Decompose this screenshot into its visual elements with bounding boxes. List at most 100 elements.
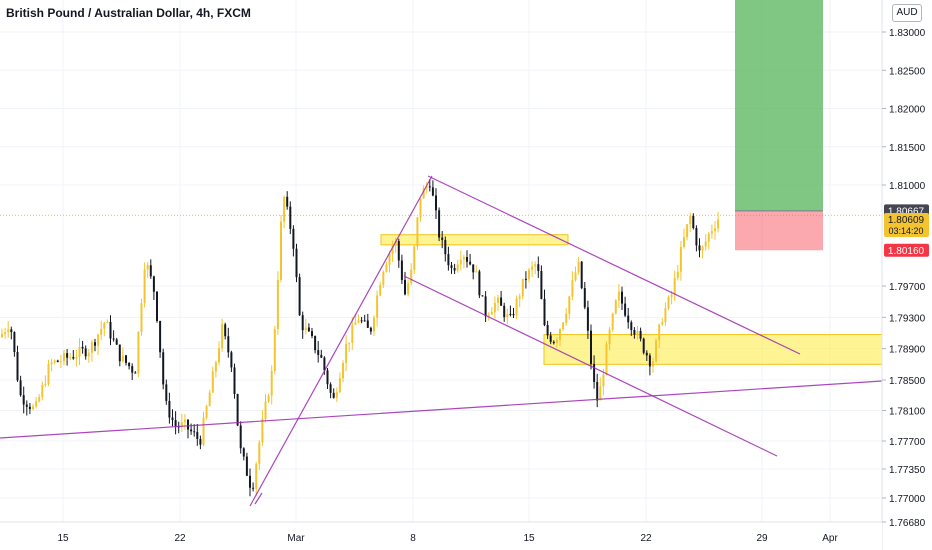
candle [78,338,81,365]
candle-body [484,296,487,317]
candle-body [140,303,143,332]
price-label-bg [884,243,929,257]
candle-body [497,297,499,303]
candle [441,231,444,249]
target-zone [735,0,823,211]
price-axis[interactable]: 1.83000 1.82500 1.82000 1.81500 1.81000 1.797… [881,0,932,550]
candle [230,350,233,372]
time-tick-label: 29 [756,533,768,544]
candle [338,372,341,393]
candle [307,323,310,333]
candle [407,279,410,297]
candle [701,245,704,259]
candle-body [56,360,59,362]
candle [224,322,227,340]
candle [121,347,124,363]
candle [162,348,165,390]
candle-body [338,378,341,393]
candle [481,295,484,297]
candle-body [670,294,673,297]
candle [152,275,155,300]
candle-body [580,261,583,289]
candle-body [323,357,326,371]
time-axis[interactable]: 15 22 Mar 8 15 22 29 Apr [0,521,882,550]
candle [456,259,459,273]
candle-body [354,322,357,325]
candle [475,265,478,273]
candle-body [562,322,565,330]
candle-body [7,329,10,333]
time-tick-label: 15 [523,533,535,544]
candle-body [704,241,707,247]
candle [391,240,394,262]
price-tick-label: 1.77000 [889,494,926,505]
candle [1,328,3,339]
candle-body [252,487,255,489]
candle-body [388,253,391,265]
candle [540,265,543,300]
candle-body [295,248,298,278]
candle [255,461,258,496]
candle [512,307,515,319]
candle [103,321,106,337]
candle-body [676,271,679,278]
candle [72,350,75,360]
candle [320,349,323,359]
stop-zone [735,210,823,251]
candle-body [710,231,713,234]
candle [611,312,614,332]
candle [574,266,577,282]
currency-button[interactable]: AUD [892,4,922,22]
candle-body [633,330,636,335]
candle [342,360,344,383]
candle [357,314,360,324]
candle [84,345,87,360]
candle [264,394,267,423]
candle [645,350,648,361]
candle-body [4,332,7,334]
candle [221,318,224,352]
candle-body [667,296,670,309]
candle [87,349,90,363]
candle [345,334,348,372]
candle [38,394,41,403]
candle-body [407,283,410,295]
position-tool[interactable] [735,0,823,251]
candle-body [487,314,490,317]
candle [28,402,31,415]
candle-body [577,261,580,273]
trend-lines[interactable] [0,175,883,507]
candle-body [472,264,475,273]
candle [459,250,462,271]
candle [236,393,239,427]
candle-body [159,320,162,353]
candle-body [224,324,227,337]
candle [605,341,608,376]
candle-body [617,291,620,301]
candle [211,366,214,393]
candle [462,254,465,269]
candle [664,302,667,327]
candle-body [10,329,13,333]
candle-body [249,475,251,488]
candle [100,320,103,341]
candle-body [180,422,183,427]
candle-body [462,257,465,260]
candle-body [658,324,661,341]
candle-body [435,195,437,211]
candle-body [307,327,310,332]
candle-body [276,279,279,330]
candle-body [509,313,512,315]
candle-body [242,448,245,457]
candle [444,236,447,262]
candle [676,264,679,281]
candle-body [524,278,527,280]
candle-body [490,311,493,315]
candle [689,212,692,233]
candle-body [50,362,53,365]
candle-body [35,401,38,407]
candle-body [655,340,658,362]
candle-body [1,333,3,337]
